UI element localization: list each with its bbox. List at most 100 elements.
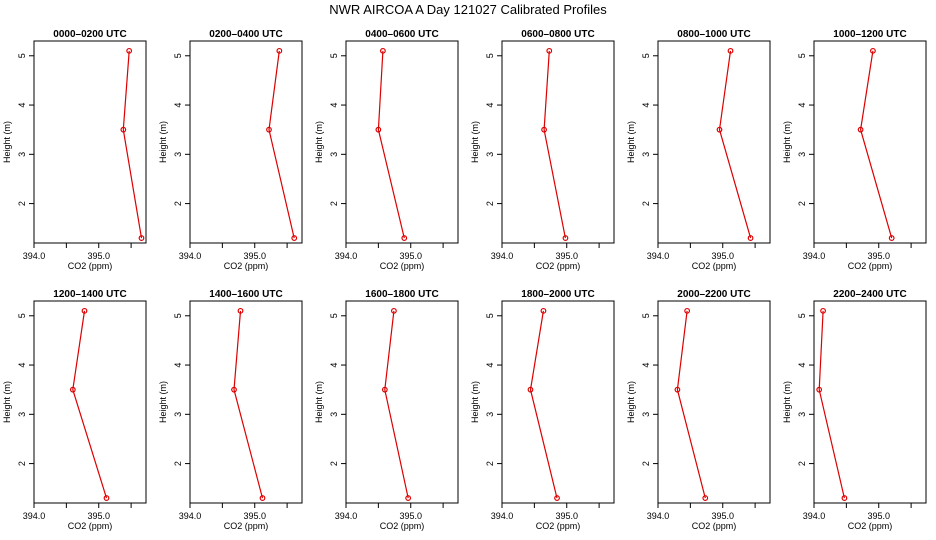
y-tick-label: 4 bbox=[17, 363, 27, 368]
plot-frame bbox=[657, 300, 771, 504]
panel-title: 1600–1800 UTC bbox=[365, 289, 438, 300]
y-tick-label: 4 bbox=[641, 363, 651, 368]
data-point bbox=[684, 307, 691, 314]
y-tick-label: 2 bbox=[641, 461, 651, 466]
x-tick-label: 394.0 bbox=[647, 511, 670, 521]
y-axis-label: Height (m) bbox=[626, 381, 636, 423]
x-axis-label: CO2 (ppm) bbox=[224, 261, 269, 271]
panels-grid: 0000–0200 UTC 394.0 395.0 2 3 4 5 CO2 (ppm) Heig… bbox=[2, 29, 927, 531]
profile-line bbox=[72, 310, 108, 499]
data-point bbox=[69, 386, 76, 393]
y-tick-label: 4 bbox=[485, 103, 495, 108]
y-tick-label: 4 bbox=[17, 103, 27, 108]
x-axis-label: CO2 (ppm) bbox=[380, 261, 425, 271]
x-tick-label: 395.0 bbox=[243, 511, 266, 521]
x-tick-label: 395.0 bbox=[711, 251, 734, 261]
x-tick-label: 395.0 bbox=[867, 511, 890, 521]
data-point bbox=[820, 307, 826, 314]
y-tick-label: 5 bbox=[17, 53, 27, 58]
y-tick-label: 5 bbox=[173, 53, 183, 58]
panel-0: 0000–0200 UTC 394.0 395.0 2 3 4 5 CO2 (ppm) Heig… bbox=[2, 29, 147, 271]
data-point bbox=[380, 47, 386, 54]
x-tick-label: 394.0 bbox=[803, 511, 826, 521]
x-tick-label: 394.0 bbox=[179, 251, 202, 261]
y-tick-label: 4 bbox=[329, 103, 339, 108]
profile-line bbox=[818, 310, 845, 499]
panel-2: 0400–0600 UTC 394.0 395.0 2 3 4 5 CO2 (ppm) Heig… bbox=[314, 29, 459, 271]
plot-frame bbox=[189, 300, 303, 504]
panel-title: 1400–1600 UTC bbox=[209, 289, 282, 300]
x-tick-label: 395.0 bbox=[555, 251, 578, 261]
y-tick-label: 4 bbox=[485, 363, 495, 368]
panel-10: 2000–2200 UTC 394.0 395.0 2 3 4 5 CO2 (ppm) Heig… bbox=[626, 289, 771, 531]
panel-9: 1800–2000 UTC 394.0 395.0 2 3 4 5 CO2 (ppm) Heig… bbox=[470, 289, 615, 531]
data-point bbox=[237, 307, 244, 314]
panel-title: 1800–2000 UTC bbox=[521, 289, 594, 300]
y-tick-label: 3 bbox=[329, 152, 339, 157]
y-tick-label: 3 bbox=[797, 412, 807, 417]
y-axis-label: Height (m) bbox=[782, 121, 792, 163]
profile-line bbox=[859, 50, 893, 239]
x-axis-label: CO2 (ppm) bbox=[536, 261, 581, 271]
data-point bbox=[291, 235, 298, 241]
profile-line bbox=[718, 50, 752, 239]
profile-line bbox=[377, 50, 405, 239]
y-axis-label: Height (m) bbox=[2, 381, 12, 423]
panel-title: 0800–1000 UTC bbox=[677, 29, 750, 40]
y-tick-label: 2 bbox=[173, 201, 183, 206]
y-axis-label: Height (m) bbox=[470, 121, 480, 163]
x-axis-label: CO2 (ppm) bbox=[536, 521, 581, 531]
y-tick-label: 3 bbox=[641, 412, 651, 417]
y-tick-label: 2 bbox=[329, 461, 339, 466]
y-tick-label: 2 bbox=[485, 461, 495, 466]
profile-line bbox=[384, 310, 409, 499]
y-tick-label: 3 bbox=[485, 152, 495, 157]
data-point bbox=[81, 307, 88, 314]
y-tick-label: 5 bbox=[797, 53, 807, 58]
figure-title: NWR AIRCOA A Day 121027 Calibrated Profi… bbox=[329, 2, 607, 17]
y-axis-label: Height (m) bbox=[314, 121, 324, 163]
data-point bbox=[674, 386, 681, 393]
y-tick-label: 5 bbox=[641, 313, 651, 318]
profile-line bbox=[233, 310, 264, 499]
x-tick-label: 394.0 bbox=[335, 511, 358, 521]
y-axis-label: Height (m) bbox=[158, 121, 168, 163]
data-point bbox=[527, 386, 534, 393]
x-tick-label: 394.0 bbox=[491, 251, 514, 261]
y-tick-label: 5 bbox=[329, 53, 339, 58]
x-axis-label: CO2 (ppm) bbox=[692, 261, 737, 271]
panel-6: 1200–1400 UTC 394.0 395.0 2 3 4 5 CO2 (ppm) Heig… bbox=[2, 289, 147, 531]
profile-line bbox=[676, 310, 706, 499]
data-point bbox=[727, 47, 734, 54]
y-tick-label: 4 bbox=[173, 363, 183, 368]
y-axis-label: Height (m) bbox=[470, 381, 480, 423]
y-tick-label: 5 bbox=[173, 313, 183, 318]
data-point bbox=[554, 495, 560, 501]
y-tick-label: 5 bbox=[797, 313, 807, 318]
y-tick-label: 5 bbox=[641, 53, 651, 58]
x-tick-label: 394.0 bbox=[647, 251, 670, 261]
y-tick-label: 2 bbox=[485, 201, 495, 206]
x-tick-label: 395.0 bbox=[555, 511, 578, 521]
y-tick-label: 5 bbox=[329, 313, 339, 318]
plot-frame bbox=[813, 300, 927, 504]
data-point bbox=[126, 47, 133, 54]
data-point bbox=[120, 126, 127, 133]
data-point bbox=[816, 386, 823, 393]
plot-frame bbox=[657, 40, 771, 244]
y-tick-label: 2 bbox=[797, 461, 807, 466]
x-axis-label: CO2 (ppm) bbox=[68, 261, 113, 271]
profile-line bbox=[543, 50, 566, 239]
panel-8: 1600–1800 UTC 394.0 395.0 2 3 4 5 CO2 (ppm) Heig… bbox=[314, 289, 459, 531]
data-point bbox=[391, 307, 397, 314]
data-point bbox=[562, 235, 569, 241]
data-point bbox=[375, 126, 382, 133]
panel-title: 2000–2200 UTC bbox=[677, 289, 750, 300]
x-axis-label: CO2 (ppm) bbox=[848, 261, 893, 271]
x-tick-label: 395.0 bbox=[711, 511, 734, 521]
data-point bbox=[546, 47, 553, 54]
x-tick-label: 394.0 bbox=[179, 511, 202, 521]
data-point bbox=[405, 495, 412, 501]
panel-title: 1000–1200 UTC bbox=[833, 29, 906, 40]
y-axis-label: Height (m) bbox=[314, 381, 324, 423]
